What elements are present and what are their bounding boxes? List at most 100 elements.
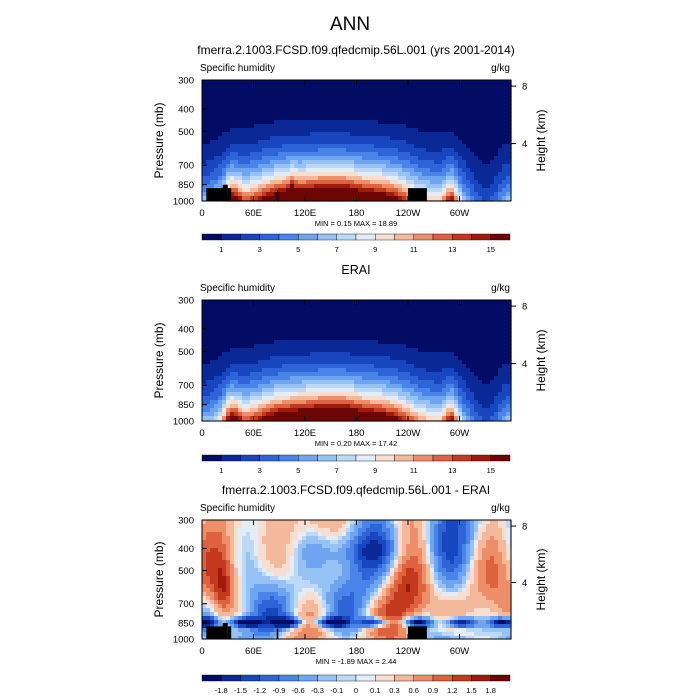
- contour-cell: [350, 184, 355, 189]
- contour-cell: [402, 380, 407, 385]
- contour-cell: [478, 96, 483, 101]
- contour-cell: [506, 396, 511, 401]
- contour-cell: [358, 164, 363, 169]
- contour-cell: [282, 100, 287, 105]
- contour-cell: [206, 520, 211, 525]
- contour-cell: [390, 184, 395, 189]
- contour-cell: [314, 416, 319, 421]
- contour-cell: [290, 356, 295, 361]
- contour-cell: [454, 180, 459, 185]
- contour-cell: [206, 132, 211, 137]
- contour-cell: [386, 412, 391, 417]
- contour-cell: [294, 92, 299, 97]
- contour-cell: [494, 408, 499, 413]
- contour-cell: [226, 344, 231, 349]
- contour-cell: [486, 404, 491, 409]
- contour-cell: [422, 96, 427, 101]
- contour-cell: [314, 304, 319, 309]
- contour-cell: [454, 320, 459, 325]
- contour-cell: [482, 168, 487, 173]
- contour-cell: [482, 300, 487, 305]
- contour-cell: [402, 152, 407, 157]
- contour-cell: [262, 380, 267, 385]
- contour-cell: [286, 380, 291, 385]
- contour-cell: [262, 176, 267, 181]
- contour-cell: [458, 416, 463, 421]
- contour-cell: [418, 140, 423, 145]
- contour-cell: [414, 416, 419, 421]
- contour-cell: [342, 392, 347, 397]
- contour-cell: [322, 124, 327, 129]
- contour-cell: [418, 316, 423, 321]
- contour-cell: [314, 380, 319, 385]
- contour-cell: [458, 332, 463, 337]
- contour-cell: [342, 312, 347, 317]
- contour-cell: [314, 320, 319, 325]
- contour-cell: [294, 188, 299, 193]
- contour-cell: [314, 196, 319, 201]
- contour-cell: [286, 384, 291, 389]
- contour-cell: [282, 340, 287, 345]
- contour-cell: [250, 84, 255, 89]
- contour-cell: [370, 332, 375, 337]
- contour-cell: [322, 92, 327, 97]
- contour-cell: [458, 128, 463, 133]
- contour-cell: [310, 336, 315, 341]
- contour-cell: [458, 88, 463, 93]
- contour-cell: [246, 108, 251, 113]
- units-label: g/kg: [491, 63, 510, 74]
- contour-cell: [290, 84, 295, 89]
- contour-cell: [478, 188, 483, 193]
- contour-cell: [394, 192, 399, 197]
- contour-cell: [318, 180, 323, 185]
- contour-cell: [382, 308, 387, 313]
- contour-cell: [346, 328, 351, 333]
- contour-cell: [242, 364, 247, 369]
- contour-cell: [506, 304, 511, 309]
- contour-cell: [306, 104, 311, 109]
- contour-cell: [282, 368, 287, 373]
- contour-cell: [454, 124, 459, 129]
- contour-cell: [222, 356, 227, 361]
- y-tick-label: 700: [178, 381, 194, 392]
- contour-cell: [282, 380, 287, 385]
- contour-cell: [354, 364, 359, 369]
- contour-cell: [234, 404, 239, 409]
- contour-cell: [298, 360, 303, 365]
- contour-cell: [370, 372, 375, 377]
- contour-cell: [422, 416, 427, 421]
- contour-cell: [214, 132, 219, 137]
- contour-cell: [242, 84, 247, 89]
- contour-cell: [370, 132, 375, 137]
- contour-cell: [302, 356, 307, 361]
- contour-cell: [434, 172, 439, 177]
- contour-cell: [278, 336, 283, 341]
- contour-cell: [278, 352, 283, 357]
- contour-cell: [474, 128, 479, 133]
- contour-cell: [226, 160, 231, 165]
- contour-cell: [418, 408, 423, 413]
- contour-cell: [226, 520, 231, 525]
- contour-cell: [498, 380, 503, 385]
- contour-cell: [418, 112, 423, 117]
- contour-cell: [474, 84, 479, 89]
- contour-cell: [354, 188, 359, 193]
- x-tick-label: 60W: [450, 428, 470, 439]
- contour-cell: [322, 340, 327, 345]
- contour-cell: [282, 344, 287, 349]
- contour-cell: [226, 400, 231, 405]
- contour-cell: [486, 368, 491, 373]
- contour-cell: [274, 388, 279, 393]
- contour-cell: [206, 184, 211, 189]
- contour-cell: [362, 320, 367, 325]
- contour-cell: [298, 140, 303, 145]
- contour-cell: [310, 80, 315, 85]
- contour-cell: [470, 300, 475, 305]
- contour-cell: [390, 96, 395, 101]
- contour-cell: [226, 168, 231, 173]
- contour-cell: [306, 312, 311, 317]
- contour-cell: [446, 104, 451, 109]
- variable-label: Specific humidity: [200, 283, 275, 294]
- contour-cell: [494, 96, 499, 101]
- contour-cell: [250, 356, 255, 361]
